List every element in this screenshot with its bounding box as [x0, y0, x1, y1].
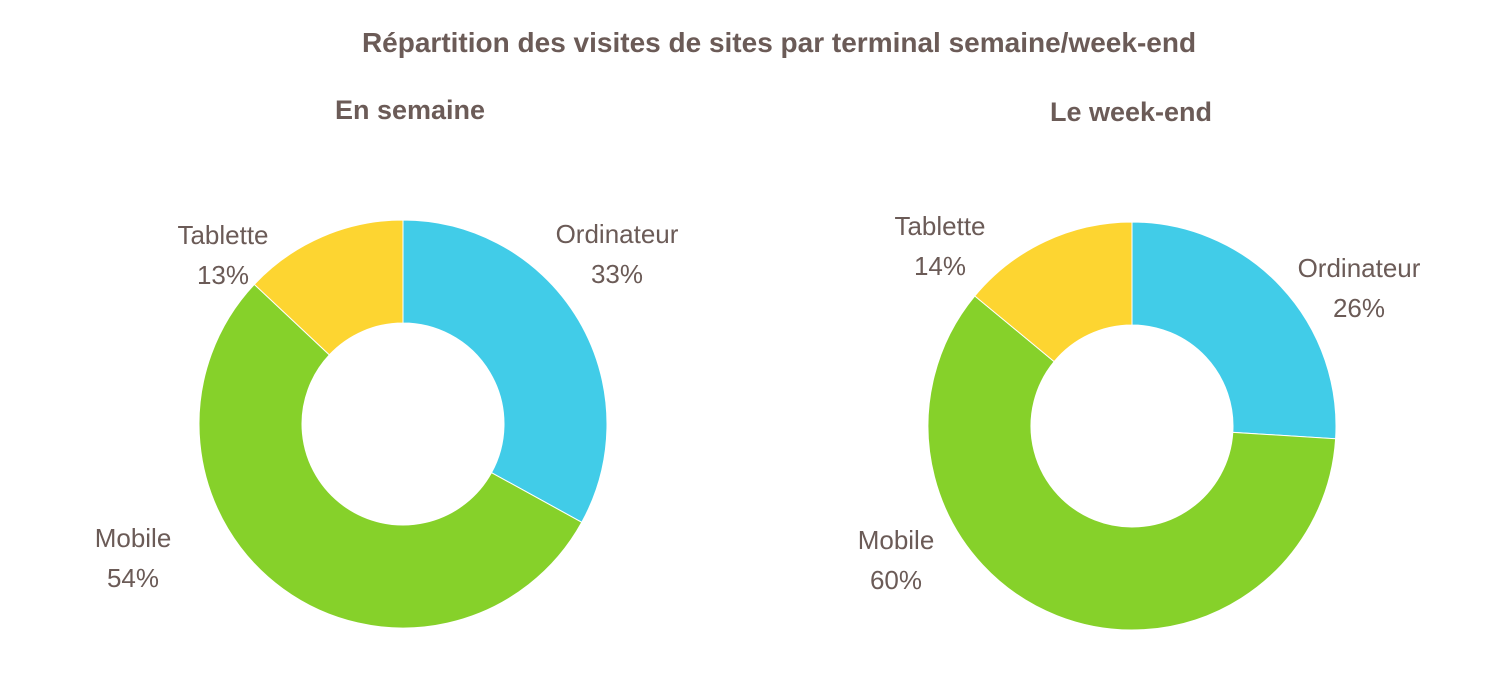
- value-label: 60%: [869, 565, 923, 595]
- category-label: Tablette: [177, 220, 269, 250]
- label-tablette-weekday: Tablette 13%: [133, 215, 313, 295]
- category-label: Mobile: [857, 525, 935, 555]
- category-label: Ordinateur: [555, 219, 679, 249]
- donut-slice-tablette: [253, 219, 404, 356]
- chart-title-weekday: En semaine: [334, 95, 486, 125]
- donut-slice-ordinateur: [402, 219, 608, 523]
- label-ordinateur-weekday: Ordinateur 33%: [527, 214, 707, 294]
- chart-title-weekend: Le week-end: [1049, 97, 1213, 127]
- value-label: 54%: [106, 563, 160, 593]
- donut-slice-mobile: [927, 295, 1337, 631]
- value-label: 33%: [590, 259, 644, 289]
- category-label: Tablette: [894, 211, 986, 241]
- donut-slice-tablette: [974, 221, 1133, 363]
- donut-slice-ordinateur: [1131, 221, 1337, 440]
- donut-slice-mobile: [198, 283, 583, 629]
- main-title: Répartition des visites de sites par ter…: [361, 27, 1197, 58]
- value-label: 26%: [1332, 293, 1386, 323]
- label-ordinateur-weekend: Ordinateur 26%: [1269, 248, 1449, 328]
- label-tablette-weekend: Tablette 14%: [850, 206, 1030, 286]
- value-label: 13%: [196, 260, 250, 290]
- value-label: 14%: [913, 251, 967, 281]
- category-label: Ordinateur: [1297, 253, 1421, 283]
- label-mobile-weekday: Mobile 54%: [43, 518, 223, 598]
- category-label: Mobile: [94, 523, 172, 553]
- label-mobile-weekend: Mobile 60%: [806, 520, 986, 600]
